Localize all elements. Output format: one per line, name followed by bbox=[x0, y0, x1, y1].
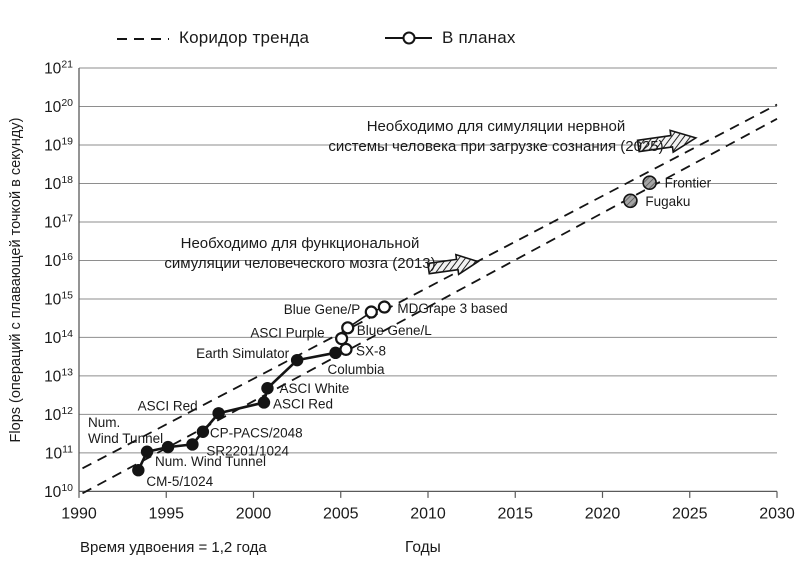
data-point-label-num-wind-tunnel: Num. Wind Tunnel bbox=[155, 454, 266, 469]
y-tick-label-1e19: 1019 bbox=[44, 135, 73, 154]
data-point-num-wind-tunnel bbox=[140, 445, 154, 458]
y-tick-label-1e18: 1018 bbox=[44, 174, 73, 193]
x-tick-label-2010: 2010 bbox=[410, 505, 446, 522]
open-circle-line-sample-icon bbox=[385, 31, 432, 45]
data-point-label-num-wind-tunnel-l1: Num. bbox=[88, 415, 120, 430]
y-tick-label-1e11: 1011 bbox=[45, 443, 73, 462]
legend-item-planned: В планах bbox=[385, 28, 516, 48]
data-point-label-frontier: Frontier bbox=[665, 176, 712, 191]
annotation-brain-2013-line2: симуляции человеческого мозга (2013) bbox=[164, 255, 436, 272]
dashed-line-sample-icon bbox=[117, 35, 169, 41]
x-tick-label-2005: 2005 bbox=[323, 505, 359, 522]
block-arrow-brain-2013 bbox=[426, 253, 480, 276]
x-tick-label-2015: 2015 bbox=[497, 505, 533, 522]
data-point-label-sx-8: SX-8 bbox=[356, 343, 386, 358]
x-tick-label-2020: 2020 bbox=[585, 505, 621, 522]
data-point-label-earth-simulator: Earth Simulator bbox=[196, 346, 290, 361]
x-tick-label-2030: 2030 bbox=[759, 505, 795, 522]
data-point-cp-pacs-2048 bbox=[196, 425, 210, 438]
annotation-upload-2025: Необходимо для симуляции нервной системы… bbox=[318, 117, 674, 157]
y-tick-label-1e14: 1014 bbox=[44, 328, 73, 347]
data-point-label-asci-red: ASCI Red bbox=[273, 396, 333, 411]
data-point-asci-white bbox=[261, 382, 274, 395]
data-point-blue-gene-p bbox=[364, 305, 378, 319]
y-tick-label-1e12: 1012 bbox=[44, 405, 73, 424]
data-point-blue-gene-l bbox=[341, 321, 355, 335]
y-tick-label-1e15: 1015 bbox=[44, 289, 73, 308]
annotation-brain-2013: Необходимо для функциональной симуляции … bbox=[122, 234, 478, 274]
data-point-frontier bbox=[642, 175, 657, 191]
legend-item-trend-corridor: Коридор тренда bbox=[117, 28, 309, 48]
data-point-sr2201-1024 bbox=[186, 438, 199, 451]
legend-label-planned: В планах bbox=[442, 28, 516, 47]
data-point-label-cm-5-1024: CM-5/1024 bbox=[146, 474, 213, 489]
data-point-label-blue-gene-l: Blue Gene/L bbox=[357, 323, 433, 338]
trend-line-lower bbox=[82, 118, 778, 495]
annotation-upload-2025-line1: Необходимо для симуляции нервной bbox=[366, 118, 626, 135]
data-point-label-asci-red: ASCI Red bbox=[138, 398, 198, 413]
open-circle-icon bbox=[402, 31, 415, 45]
y-tick-label-1e20: 1020 bbox=[44, 97, 73, 116]
x-tick-label-1995: 1995 bbox=[148, 505, 184, 522]
data-point-cm-5-1024 bbox=[132, 464, 145, 477]
x-tick-label-2000: 2000 bbox=[236, 505, 272, 522]
data-point-fugaku bbox=[623, 193, 638, 209]
data-point-asci-purple bbox=[335, 331, 349, 346]
series-line-actual bbox=[137, 351, 336, 471]
data-point-label-num-wind-tunnel-l2: Wind Tunnel bbox=[88, 431, 163, 446]
data-point-asci-red bbox=[212, 407, 225, 420]
annotation-brain-2013-line1: Необходимо для функциональной bbox=[180, 235, 420, 252]
data-point-label-columbia: Columbia bbox=[328, 362, 386, 377]
x-tick-label-1990: 1990 bbox=[61, 505, 97, 522]
x-tick-label-2025: 2025 bbox=[672, 505, 708, 522]
block-arrow-upload-2025 bbox=[636, 129, 698, 154]
data-point-asci-red bbox=[257, 396, 271, 409]
x-axis-title: Годы bbox=[405, 539, 441, 556]
trend-line-upper bbox=[82, 103, 778, 470]
data-point-label-asci-purple: ASCI Purple bbox=[250, 326, 324, 341]
data-point-label-sr2201-1024: SR2201/1024 bbox=[206, 443, 289, 458]
legend-label-trend-corridor: Коридор тренда bbox=[179, 28, 310, 47]
data-point-num-wind-tunnel bbox=[161, 440, 175, 454]
doubling-time-note: Время удвоения = 1,2 года bbox=[80, 539, 267, 556]
y-tick-label-1e13: 1013 bbox=[44, 366, 73, 385]
data-point-sx-8 bbox=[339, 342, 353, 356]
annotation-upload-2025-line2: системы человека при загрузке сознания (… bbox=[328, 138, 664, 155]
data-point-earth-simulator bbox=[290, 353, 304, 367]
y-tick-label-1e21: 1021 bbox=[44, 59, 73, 78]
y-tick-label-1e17: 1017 bbox=[44, 212, 73, 231]
y-tick-label-1e16: 1016 bbox=[44, 251, 73, 270]
y-tick-label-1e10: 1010 bbox=[44, 482, 73, 501]
data-point-label-fugaku: Fugaku bbox=[645, 194, 690, 209]
data-point-label-blue-gene-p: Blue Gene/P bbox=[284, 302, 361, 317]
y-axis-title: Flops (операций с плавающей точкой в сек… bbox=[8, 117, 24, 443]
data-point-label-cp-pacs-2048: CP-PACS/2048 bbox=[210, 426, 303, 441]
data-point-label-asci-white: ASCI White bbox=[279, 381, 349, 396]
data-point-mdgrape-3-based bbox=[377, 300, 391, 314]
data-point-label-mdgrape-3-based: MDGrape 3 based bbox=[397, 301, 507, 316]
data-point-columbia bbox=[329, 346, 342, 360]
